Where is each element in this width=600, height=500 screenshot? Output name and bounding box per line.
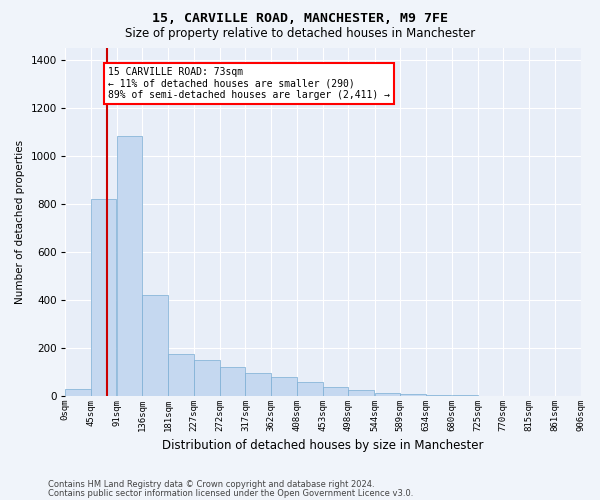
Text: Contains HM Land Registry data © Crown copyright and database right 2024.: Contains HM Land Registry data © Crown c… (48, 480, 374, 489)
Bar (297, 382, 323, 396)
Bar (117, 136, 142, 396)
Bar (142, 295, 168, 396)
Text: Size of property relative to detached houses in Manchester: Size of property relative to detached ho… (125, 28, 475, 40)
Bar (91, 199, 116, 396)
Y-axis label: Number of detached properties: Number of detached properties (15, 140, 25, 304)
Text: 15, CARVILLE ROAD, MANCHESTER, M9 7FE: 15, CARVILLE ROAD, MANCHESTER, M9 7FE (152, 12, 448, 26)
Bar (323, 386, 349, 396)
Bar (349, 390, 374, 396)
Text: 15 CARVILLE ROAD: 73sqm
← 11% of detached houses are smaller (290)
89% of semi-d: 15 CARVILLE ROAD: 73sqm ← 11% of detache… (109, 66, 391, 100)
X-axis label: Distribution of detached houses by size in Manchester: Distribution of detached houses by size … (162, 440, 484, 452)
Bar (194, 360, 220, 396)
Bar (400, 394, 426, 396)
Bar (271, 377, 296, 396)
Bar (374, 392, 400, 396)
Bar (220, 368, 245, 396)
Bar (168, 354, 194, 396)
Bar (245, 374, 271, 396)
Text: Contains public sector information licensed under the Open Government Licence v3: Contains public sector information licen… (48, 488, 413, 498)
Bar (65, 390, 91, 396)
Bar (426, 395, 451, 396)
